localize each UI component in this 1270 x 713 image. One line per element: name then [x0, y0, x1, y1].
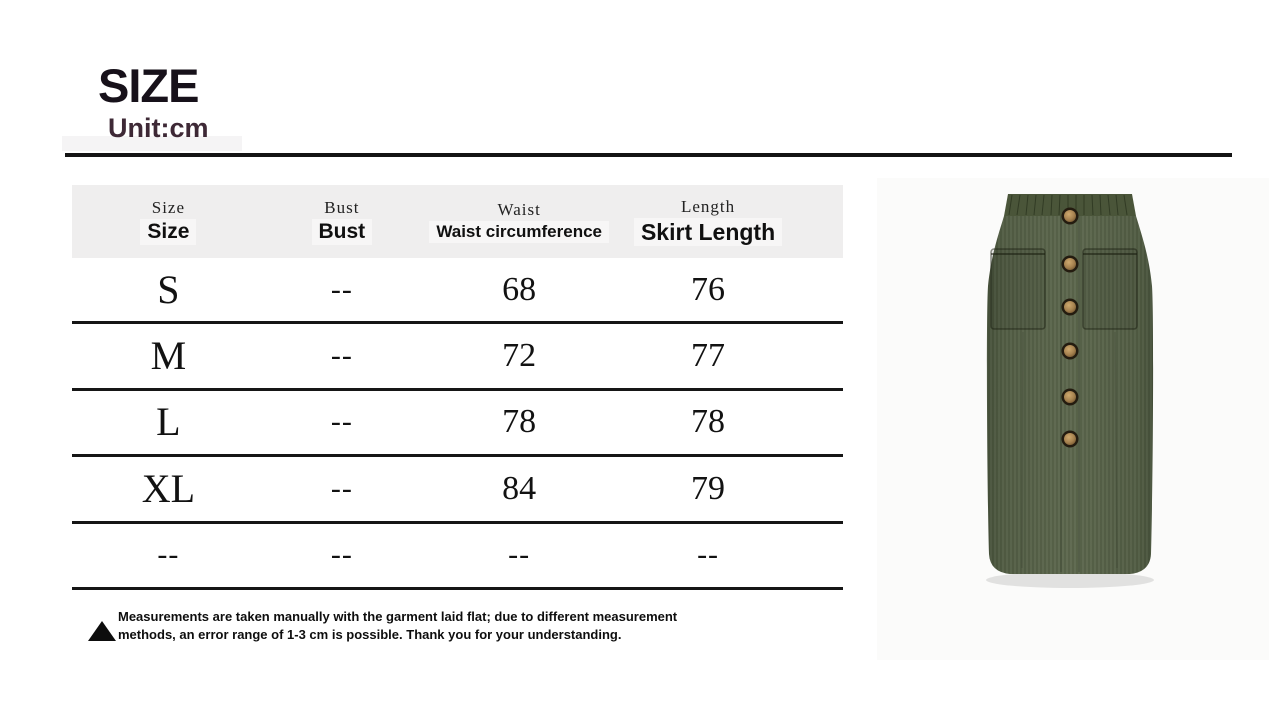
size-table-header: Size Size Bust Bust Waist Waist circumfe…: [72, 185, 843, 258]
cell-waist: --: [508, 538, 531, 572]
button-icon: [1061, 207, 1079, 225]
cell-size: M: [150, 333, 187, 379]
patch-pocket-right: [1082, 248, 1138, 330]
product-photo: [877, 178, 1269, 660]
title-divider: [65, 153, 1232, 157]
skirt-waistband: [1004, 194, 1136, 216]
size-table-body: S -- 68 76 M -- 72 77 L -- 78 78 XL -- 8…: [72, 258, 843, 590]
button-icon: [1061, 342, 1079, 360]
column-header-size: Size Size: [72, 197, 265, 246]
column-header-length: Length Skirt Length: [619, 196, 796, 247]
table-row-m: M -- 72 77: [72, 324, 843, 391]
column-header-size-original: Size: [151, 197, 186, 217]
footnote-line-2: methods, an error range of 1-3 cm is pos…: [118, 626, 622, 642]
panel-seam-left: [1021, 331, 1024, 569]
cell-bust: --: [330, 471, 353, 505]
column-header-waist: Waist Waist circumference: [419, 200, 619, 243]
warning-triangle-icon: [88, 621, 116, 641]
table-row-l: L -- 78 78: [72, 391, 843, 458]
cell-waist: 78: [502, 403, 537, 441]
cell-size: --: [157, 538, 180, 572]
button-icon: [1061, 298, 1079, 316]
button-icon: [1061, 430, 1079, 448]
table-row-xl: XL -- 84 79: [72, 457, 843, 524]
waistband-ribbing: [1008, 194, 1128, 216]
cell-length: 76: [691, 270, 726, 308]
panel-seam-right: [1114, 331, 1118, 569]
patch-pocket-left: [990, 248, 1046, 330]
measurement-footnote: Measurements are taken manually with the…: [88, 608, 748, 643]
button-row: [1061, 207, 1079, 448]
column-header-length-original: Length: [680, 196, 736, 216]
unit-label: Unit:cm: [108, 113, 209, 143]
cell-bust: --: [330, 339, 353, 373]
cell-length: --: [697, 538, 720, 572]
column-header-size-translated: Size: [140, 218, 197, 246]
cell-length: 78: [691, 403, 726, 441]
button-icon: [1061, 388, 1079, 406]
cell-bust: --: [330, 405, 353, 439]
column-header-length-translated: Skirt Length: [633, 217, 783, 247]
cell-length: 77: [691, 337, 726, 375]
cell-size: XL: [141, 465, 196, 511]
column-header-waist-original: Waist: [497, 200, 541, 220]
column-header-bust-original: Bust: [324, 197, 360, 217]
column-header-waist-translated: Waist circumference: [429, 221, 609, 243]
translation-ghost-patch: [62, 136, 242, 151]
column-header-bust: Bust Bust: [265, 197, 419, 246]
footnote-text: Measurements are taken manually with the…: [118, 608, 748, 643]
table-row-empty: -- -- -- --: [72, 524, 843, 590]
cell-waist: 72: [502, 337, 537, 375]
skirt-shadow: [986, 572, 1154, 588]
footnote-line-1: Measurements are taken manually with the…: [118, 609, 678, 624]
cell-bust: --: [330, 272, 353, 306]
column-header-bust-translated: Bust: [311, 218, 373, 246]
table-row-s: S -- 68 76: [72, 258, 843, 325]
cell-size: S: [157, 266, 180, 312]
cell-bust: --: [330, 538, 353, 572]
cell-waist: 68: [502, 270, 537, 308]
button-icon: [1061, 255, 1079, 273]
cell-length: 79: [691, 469, 726, 507]
skirt-illustration: [986, 194, 1154, 588]
cell-waist: 84: [502, 469, 537, 507]
size-table: Size Size Bust Bust Waist Waist circumfe…: [72, 185, 843, 590]
cell-size: L: [156, 399, 181, 445]
page-title: SIZE: [98, 59, 199, 112]
